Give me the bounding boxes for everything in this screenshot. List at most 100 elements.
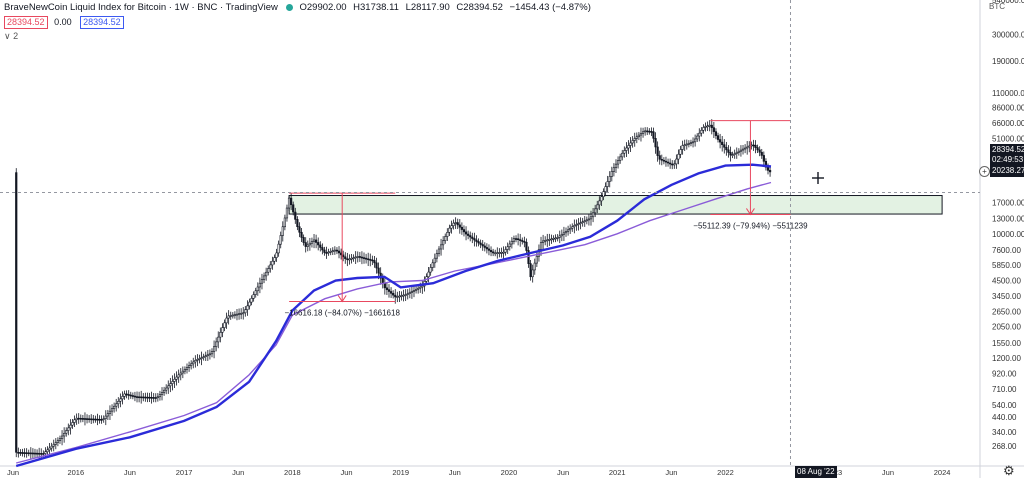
candle-body: [600, 196, 603, 202]
candle-body: [156, 396, 159, 399]
measure-2018-arrowhead: [337, 295, 347, 303]
candle-body: [754, 144, 757, 148]
last-price-tag: 28394.52 02:49:53: [990, 144, 1024, 166]
candle-body: [356, 256, 359, 258]
candle-body: [162, 389, 166, 393]
candle-body: [510, 240, 513, 245]
candle-body: [127, 394, 130, 396]
candle-body: [21, 452, 24, 454]
candle-body: [679, 149, 682, 155]
x-tick-label: 2018: [284, 468, 301, 477]
candle-body: [223, 322, 226, 328]
candle-body: [762, 155, 765, 162]
candle-body: [267, 268, 270, 273]
candle-body: [658, 155, 661, 160]
candle-body: [65, 430, 68, 434]
collapse-chevron-icon[interactable]: ∨: [4, 31, 11, 41]
ma2-value[interactable]: 28394.52: [80, 16, 124, 29]
candle-body: [758, 149, 761, 153]
candle-body: [33, 452, 37, 455]
candle-body: [119, 398, 122, 402]
candle-body: [691, 141, 695, 144]
settings-gear-icon[interactable]: ⚙: [1003, 463, 1015, 478]
candle-body: [350, 257, 353, 260]
candle-body: [371, 259, 374, 262]
x-tick-label: 2019: [392, 468, 409, 477]
candle-body: [544, 240, 547, 242]
candle-body: [741, 148, 745, 151]
candle-body: [698, 132, 701, 137]
candle-body: [700, 129, 703, 134]
candle-body: [129, 394, 132, 397]
x-tick-label: Jun: [557, 468, 569, 477]
candle-body: [17, 452, 20, 454]
candle-body: [662, 159, 665, 162]
candle-body: [377, 267, 380, 274]
candle-body: [723, 144, 726, 148]
x-tick-label: 2022: [717, 468, 734, 477]
candle-body: [583, 220, 586, 223]
candle-body: [346, 258, 349, 261]
candle-body: [637, 134, 640, 138]
candle-body: [514, 238, 518, 240]
ohlc-open: O29902.00: [299, 2, 347, 13]
y-tick-label: 4500.00: [992, 277, 1021, 286]
candle-body: [358, 256, 361, 258]
candle-body: [469, 235, 472, 238]
candle-body: [63, 432, 66, 437]
candle-body: [244, 309, 247, 314]
candle-body: [519, 239, 522, 241]
candle-body: [492, 251, 495, 254]
candle-body: [210, 351, 214, 355]
candle-body: [710, 124, 713, 128]
candle-body: [577, 223, 580, 225]
candle-body: [554, 237, 557, 240]
candle-body: [489, 250, 493, 253]
candle-body: [304, 242, 307, 247]
candle-body: [167, 385, 170, 389]
candle-body: [29, 452, 32, 455]
candle-body: [181, 370, 184, 374]
crosshair-price-value: 20238.27: [992, 166, 1024, 175]
collapse-indicators[interactable]: ∨ 2: [4, 31, 18, 42]
y-tick-label: 7600.00: [992, 246, 1021, 255]
candle-body: [760, 151, 763, 156]
crosshair-icon: [812, 172, 824, 184]
candle-body: [756, 147, 759, 151]
candle-body: [498, 252, 501, 254]
candle-body: [619, 156, 622, 161]
candle-body: [31, 452, 35, 455]
candle-body: [96, 418, 99, 421]
ma1-value[interactable]: 28394.52: [4, 16, 48, 29]
candle-body: [562, 232, 566, 235]
candle-body: [142, 396, 145, 399]
candle-body: [208, 353, 212, 356]
chart-legend: BraveNewCoin Liquid Index for Bitcoin · …: [4, 2, 595, 13]
x-tick-label: 2020: [501, 468, 518, 477]
candle-body: [298, 226, 301, 233]
alert-plus-icon[interactable]: +: [979, 166, 990, 177]
candle-body: [321, 247, 324, 251]
x-tick-label: Jun: [340, 468, 352, 477]
candle-body: [48, 447, 51, 451]
candle-body: [721, 141, 724, 145]
candle-body: [204, 355, 207, 358]
candle-body: [135, 396, 139, 398]
symbol-title[interactable]: BraveNewCoin Liquid Index for Bitcoin · …: [4, 2, 278, 13]
candle-body: [106, 413, 109, 417]
candle-body: [200, 357, 203, 359]
candle-body: [735, 152, 738, 154]
candle-body: [429, 267, 432, 273]
candle-body: [633, 138, 636, 141]
candle-body: [327, 251, 330, 254]
ma-fast-line: [16, 181, 772, 464]
x-tick-label: 2024: [934, 468, 951, 477]
candle-body: [285, 207, 289, 219]
candle-body: [621, 152, 624, 158]
collapse-count: 2: [13, 31, 19, 41]
candle-body: [702, 127, 705, 131]
candle-body: [569, 227, 572, 231]
candle-body: [354, 256, 357, 259]
candle-body: [152, 397, 155, 399]
